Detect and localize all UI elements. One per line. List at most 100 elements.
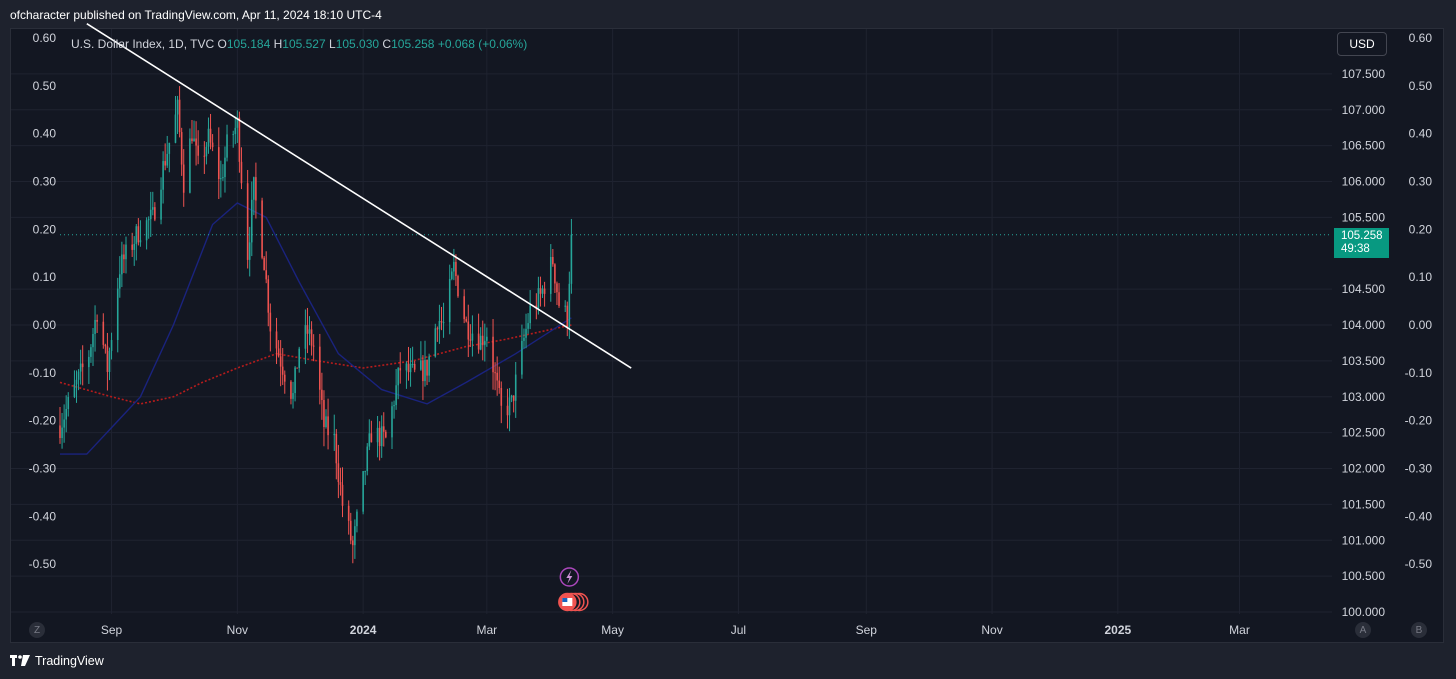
candle-body [102,321,105,345]
candle-body [255,177,257,201]
candle-body [73,384,76,397]
price-tick-label: 104.500 [1342,282,1386,296]
candle-body [236,117,239,128]
candle-body [453,261,455,272]
candle-body [455,261,457,277]
candle-body [283,374,286,382]
grid-lines [11,29,1332,614]
axis-b-button[interactable]: B [1411,622,1427,638]
candle-body [96,319,98,322]
percent-tick-label-right: 0.20 [1409,222,1433,236]
candle-body [397,368,399,386]
currency-button[interactable]: USD [1337,32,1387,56]
low-value: 105.030 [335,37,380,51]
candle-body [238,117,241,162]
bottom-bar [0,643,1456,679]
candle-body [290,381,292,399]
percent-tick-label-right: 0.40 [1409,127,1433,141]
percent-tick-label-right: -0.10 [1405,366,1433,380]
candle-body [407,363,410,373]
candle-body [465,319,468,322]
percent-tick-label-right: -0.50 [1405,557,1433,571]
time-tick-label: Nov [227,623,248,637]
candle-body [149,209,152,220]
candle-body [469,339,472,341]
candle-body [125,244,127,260]
percent-tick-label-right: 0.60 [1409,31,1433,45]
candle-body [63,419,65,428]
candle-body [106,346,109,372]
price-tick-label: 107.000 [1342,103,1386,117]
candle-body [424,359,426,382]
percent-tick-label-left: -0.10 [29,366,57,380]
candle-body [486,336,488,341]
candle-body [121,254,123,275]
candle-body [207,128,210,147]
candle-body [428,356,430,376]
candle-body [222,177,224,179]
trendline [86,22,632,369]
candle-body [174,114,177,143]
candle-body [527,323,529,329]
candle-body [104,344,107,347]
candle-body [110,340,113,351]
candle-body [399,368,402,371]
candle-body [263,257,265,271]
percent-tick-label-right: 0.00 [1409,318,1433,332]
candle-body [405,363,408,371]
candle-body [292,393,294,399]
candle-body [362,471,364,512]
candle-body [347,505,350,521]
candle-body [471,333,474,341]
axis-zoom-button[interactable]: Z [29,622,45,638]
event-markers [558,567,589,612]
candle-body [483,340,486,346]
candle-body [312,345,315,347]
percent-tick-label-left: -0.20 [29,414,57,428]
candle-body [151,207,154,210]
candle-body [341,484,344,506]
candle-body [537,288,540,309]
candle-body [240,161,243,184]
price-tick-label: 102.000 [1342,462,1386,476]
time-tick-label: Mar [477,623,498,637]
close-label: C [382,37,392,51]
candle-body [90,347,92,357]
auto-scale-button[interactable]: A [1355,622,1371,638]
candle-body [277,348,280,357]
candle-body [246,183,249,260]
time-tick-label: 2024 [350,623,377,637]
percent-tick-label-right: 0.30 [1409,175,1433,189]
price-tick-label: 103.500 [1342,354,1386,368]
price-tick-label: 102.500 [1342,426,1386,440]
percent-tick-label-left: 0.50 [33,79,57,93]
tradingview-logo[interactable]: TradingView [10,654,104,668]
last-price-tag: 105.258 49:38 [1334,228,1389,258]
price-axis: 107.500 107.000 106.500 106.000 105.500 104.5… [1342,67,1386,619]
candle-body [570,234,573,284]
percent-tick-label-left: 0.30 [33,175,57,189]
candle-body [226,134,228,158]
candle-body [477,333,480,350]
candle-body [61,427,63,439]
percent-tick-label-left: -0.30 [29,462,57,476]
lightning-bolt-icon [566,570,573,584]
candle-body [564,305,567,307]
candle-body [510,395,513,398]
candle-body [145,220,148,241]
candle-body [479,335,482,350]
candle-body [265,270,268,280]
candle-body [552,256,554,265]
candle-body [168,142,171,154]
candle-body [203,155,206,157]
candle-body [463,296,465,320]
price-tick-label: 103.000 [1342,390,1386,404]
candle-body [496,372,498,381]
candle-body [267,279,270,313]
price-tick-label: 105.500 [1342,210,1386,224]
candle-body [327,416,329,436]
candle-body [442,322,445,324]
candle-body [154,207,156,220]
candle-body [253,177,255,200]
